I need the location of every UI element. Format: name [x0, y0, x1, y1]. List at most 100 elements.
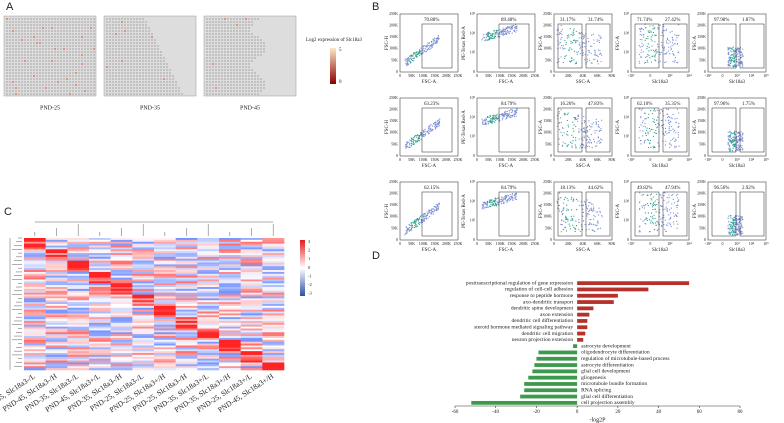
- event-dot: [508, 198, 510, 200]
- event-dot: [409, 56, 411, 58]
- event-dot: [556, 29, 558, 32]
- spot: [63, 81, 65, 83]
- spot: [75, 75, 77, 77]
- spot: [6, 75, 8, 77]
- spot: [9, 48, 11, 50]
- spot: [212, 75, 214, 77]
- y-tick-label: 200K: [389, 23, 398, 28]
- spot: [24, 48, 26, 50]
- spot: [36, 33, 38, 35]
- spot: [33, 66, 35, 68]
- spot: [121, 48, 123, 50]
- spot: [84, 87, 86, 89]
- spot: [84, 45, 86, 47]
- event-dot: [507, 115, 509, 117]
- spot: [57, 87, 59, 89]
- y-tick-label: 10⁵: [470, 179, 476, 184]
- event-dot: [668, 129, 670, 131]
- heatmap-cell: [262, 313, 285, 316]
- event-dot: [587, 50, 589, 52]
- spot: [48, 39, 50, 41]
- heatmap-cell: [24, 298, 46, 301]
- spot: [160, 60, 162, 62]
- event-dot: [647, 212, 649, 214]
- spot: [121, 24, 123, 26]
- heatmap-cell: [262, 273, 285, 277]
- spot: [112, 45, 114, 47]
- spot: [90, 60, 92, 62]
- heatmap-cell: [110, 290, 133, 293]
- spot: [145, 54, 147, 56]
- spot: [36, 66, 38, 68]
- event-dot: [591, 34, 593, 36]
- event-dot: [558, 113, 560, 115]
- event-dot: [670, 225, 672, 228]
- spot: [36, 54, 38, 56]
- event-dot: [572, 34, 574, 37]
- spot: [57, 90, 59, 92]
- spot: [36, 21, 38, 23]
- event-dot: [490, 199, 492, 201]
- heatmap-cell: [197, 245, 220, 248]
- heatmap-cell: [240, 260, 263, 263]
- spot: [166, 72, 168, 74]
- event-dot: [653, 28, 655, 30]
- spot: [15, 72, 17, 74]
- heatmap-cell: [24, 270, 46, 273]
- spot: [154, 90, 156, 92]
- x-tick-label: 20K: [565, 73, 572, 78]
- event-dot: [647, 30, 649, 32]
- event-dot: [652, 223, 654, 225]
- y-tick-label: 0: [473, 153, 475, 158]
- spot: [90, 21, 92, 23]
- spot: [157, 93, 159, 95]
- event-dot: [738, 217, 740, 220]
- spot: [24, 90, 26, 92]
- spot: [245, 21, 247, 23]
- event-dot: [651, 45, 653, 47]
- event-dot: [583, 34, 585, 36]
- spot: [63, 42, 65, 44]
- event-dot: [586, 206, 588, 208]
- heatmap-cell: [45, 239, 68, 243]
- event-dot: [410, 58, 413, 61]
- event-dot: [516, 109, 518, 111]
- event-dot: [425, 215, 427, 217]
- heatmap-cell: [154, 296, 176, 299]
- spot: [233, 66, 235, 68]
- spot: [42, 21, 44, 23]
- x-tick-label: 100K: [419, 241, 428, 246]
- event-dot: [669, 41, 671, 43]
- event-dot: [417, 52, 419, 54]
- event-dot: [506, 199, 508, 201]
- heatmap-cell: [262, 288, 285, 292]
- event-dot: [665, 119, 667, 121]
- heatmap-cell: [262, 302, 285, 305]
- event-dot: [583, 116, 585, 118]
- spot: [239, 66, 241, 68]
- spot: [33, 54, 35, 56]
- event-dot: [582, 211, 585, 214]
- spot: [236, 21, 238, 23]
- spot: [66, 75, 68, 77]
- spot: [109, 21, 111, 23]
- event-dot: [727, 60, 729, 63]
- spot: [136, 24, 138, 26]
- spot: [78, 36, 80, 38]
- gate-percent: 84.79%: [501, 102, 516, 107]
- event-dot: [511, 25, 513, 27]
- spot: [75, 42, 77, 44]
- spot: [27, 30, 29, 32]
- spot: [172, 84, 174, 86]
- event-dot: [668, 197, 670, 199]
- spot: [84, 81, 86, 83]
- spot: [36, 18, 38, 20]
- spot: [106, 30, 108, 32]
- spot: [212, 45, 214, 47]
- spot: [254, 45, 256, 47]
- heatmap-cell: [175, 313, 198, 316]
- x-tick-label: 0: [553, 241, 555, 246]
- spot: [254, 57, 256, 59]
- spot: [209, 24, 211, 26]
- heatmap-cell: [110, 260, 133, 263]
